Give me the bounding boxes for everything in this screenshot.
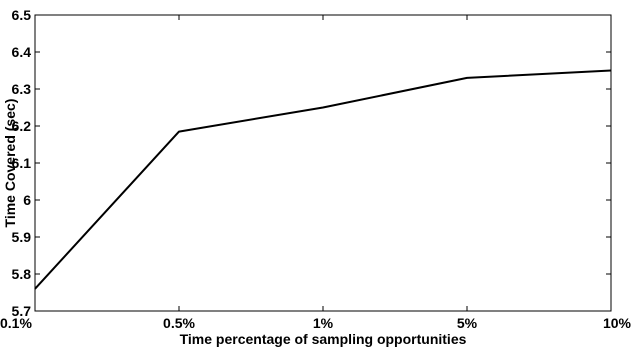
y-tick-label: 6	[23, 192, 31, 208]
y-tick-label: 6.1	[12, 155, 32, 171]
y-tick-label: 5.7	[12, 303, 32, 319]
y-axis-title: Time Covered (sec)	[2, 99, 18, 228]
plot-area	[34, 14, 612, 312]
x-axis-title: Time percentage of sampling opportunitie…	[180, 331, 467, 347]
y-tick-label: 6.5	[12, 7, 32, 23]
y-tick-label: 6.4	[12, 44, 32, 60]
y-tick-label: 6.3	[12, 81, 32, 97]
x-tick-label: 10%	[603, 315, 632, 331]
y-tick-label: 5.9	[12, 229, 32, 245]
x-axis: 0.1% 0.5% 1% 5% 10%	[0, 15, 632, 331]
y-tick-label: 5.8	[12, 266, 32, 282]
x-tick-label: 5%	[457, 315, 478, 331]
x-tick-label: 0.5%	[163, 315, 195, 331]
x-tick-label: 1%	[313, 315, 334, 331]
y-tick-label: 6.2	[12, 118, 32, 134]
x-tick-label: 0.1%	[0, 315, 32, 331]
series-line	[34, 69, 612, 290]
y-axis: 5.7 5.8 5.9 6 6.1 6.2 6.3 6.4 6.5	[12, 7, 611, 319]
